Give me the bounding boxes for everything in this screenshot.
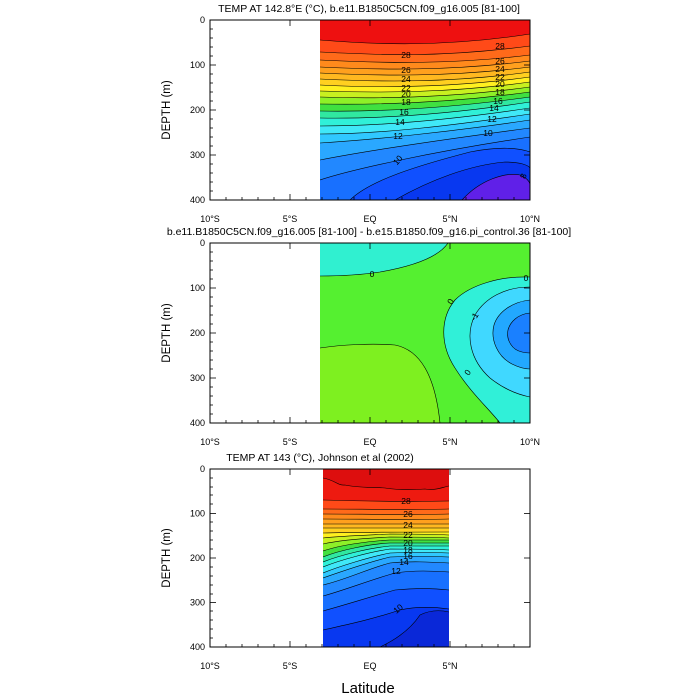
panel2-title: b.e11.B1850C5CN.f09_g16.005 [81-100] - b… (167, 226, 571, 238)
contour-label: 20 (403, 538, 413, 548)
contour-label: 22 (403, 530, 413, 540)
y-tick-label: 100 (190, 509, 205, 519)
panel3-x-tick-labels: 10°S 5°S EQ 5°N (200, 661, 457, 671)
contour-label: 26 (403, 509, 413, 519)
contour-label: 14 (399, 557, 409, 567)
panel2-y-label: DEPTH (m) (161, 303, 173, 363)
contour-label: 24 (401, 74, 411, 84)
panel2-x-tick-labels: 10°S 5°S EQ 5°N 10°N (200, 437, 540, 447)
panel2-y-tick-labels: 0 100 200 300 400 (190, 238, 205, 428)
x-tick-label: 5°N (442, 214, 457, 224)
x-tick-label: 10°S (200, 437, 220, 447)
contour-label: 26 (401, 65, 411, 75)
panel3-y-tick-labels: 0 100 200 300 400 (190, 464, 205, 652)
x-tick-label: 5°S (283, 437, 298, 447)
contour-label: 8 (518, 172, 529, 180)
contour-label: 26 (495, 56, 505, 66)
contour-label: 16 (399, 107, 409, 117)
y-tick-label: 300 (190, 373, 205, 383)
contour-label: 0 (462, 367, 473, 377)
contour-label: 20 (401, 89, 411, 99)
panel1-x-axis (209, 20, 531, 200)
contour-label: 12 (393, 131, 403, 141)
contour-label: 28 (401, 496, 411, 506)
panel2-filled-contours (320, 243, 530, 423)
panel-observed-temperature: TEMP AT 143 (°C), Johnson et al (2002) (161, 452, 531, 671)
x-tick-label: 5°N (442, 661, 457, 671)
x-tick-label: 10°S (200, 661, 220, 671)
y-tick-label: 200 (190, 553, 205, 563)
contour-label: 16 (403, 551, 413, 561)
panel1-y-label: DEPTH (m) (161, 80, 173, 140)
panel-temperature-difference: b.e11.B1850C5CN.f09_g16.005 [81-100] - b… (161, 226, 571, 447)
contour-label: 18 (495, 87, 505, 97)
diff-region-neg-2 (507, 313, 530, 353)
contour-label: 18 (401, 97, 411, 107)
panel1-y-axis (210, 19, 530, 201)
x-tick-label: EQ (363, 214, 376, 224)
panel2-contour-lines (320, 243, 530, 423)
panel1-contour-labels: 28 28 26 26 24 24 22 22 20 20 18 18 16 1… (391, 41, 529, 180)
panel2-y-axis (210, 242, 530, 424)
y-tick-label: 100 (190, 60, 205, 70)
y-tick-label: 300 (190, 150, 205, 160)
x-tick-label: 10°N (520, 214, 540, 224)
y-tick-label: 200 (190, 328, 205, 338)
panel1-x-tick-labels: 10°S 5°S EQ 5°N 10°N (200, 214, 540, 224)
y-tick-label: 0 (200, 15, 205, 25)
x-tick-label: 5°N (442, 437, 457, 447)
panel3-contour-lines (323, 477, 449, 647)
panel3-title: TEMP AT 143 (°C), Johnson et al (2002) (226, 452, 413, 464)
y-tick-label: 100 (190, 283, 205, 293)
x-tick-label: 5°S (283, 214, 298, 224)
panel1-title: TEMP AT 142.8°E (°C), b.e11.B1850C5CN.f0… (218, 3, 520, 15)
panel3-x-axis (209, 469, 515, 647)
panel2-x-axis (209, 243, 531, 423)
panel3-y-label: DEPTH (m) (161, 528, 173, 588)
y-tick-label: 400 (190, 642, 205, 652)
contour-label: 22 (495, 72, 505, 82)
y-tick-label: 400 (190, 195, 205, 205)
contour-label: 20 (495, 79, 505, 89)
panel-model-temperature: TEMP AT 142.8°E (°C), b.e11.B1850C5CN.f0… (161, 3, 540, 224)
diff-region-positive-surface (320, 243, 448, 276)
contour-label: 18 (403, 545, 413, 555)
y-tick-label: 400 (190, 418, 205, 428)
contour-label: 16 (493, 96, 503, 106)
contour-label: 12 (391, 566, 401, 576)
x-tick-label: EQ (363, 437, 376, 447)
obs-band-8 (380, 610, 449, 647)
temp-band-8 (462, 174, 530, 200)
panel3-contour-labels: 28 26 24 22 20 18 16 14 12 10 (391, 496, 413, 616)
y-tick-label: 200 (190, 105, 205, 115)
contour-label: 24 (495, 64, 505, 74)
contour-label: 12 (487, 114, 497, 124)
contour-label: 14 (489, 103, 499, 113)
contour-label: 14 (395, 117, 405, 127)
contour-label: 22 (401, 83, 411, 93)
figure-x-label: Latitude (341, 680, 394, 697)
contour-label: 0 (370, 269, 375, 279)
contour-label: 0 (445, 297, 456, 306)
panel3-y-axis (210, 468, 530, 648)
contour-label: -1 (468, 310, 481, 322)
panel2-contour-labels: 0 0 0 0 -1 (370, 269, 529, 377)
y-tick-label: 0 (200, 238, 205, 248)
contour-label: 10 (483, 128, 493, 138)
diff-region-positive-deep (320, 344, 440, 423)
y-tick-label: 0 (200, 464, 205, 474)
panel1-y-tick-labels: 0 100 200 300 400 (190, 15, 205, 205)
contour-label: 28 (401, 50, 411, 60)
y-tick-label: 300 (190, 598, 205, 608)
contour-label: 28 (495, 41, 505, 51)
contour-label: 24 (403, 520, 413, 530)
panel1-contour-lines (320, 33, 530, 200)
x-tick-label: EQ (363, 661, 376, 671)
x-tick-label: 10°N (520, 437, 540, 447)
x-tick-label: 10°S (200, 214, 220, 224)
x-tick-label: 5°S (283, 661, 298, 671)
contour-label: 0 (524, 273, 529, 283)
